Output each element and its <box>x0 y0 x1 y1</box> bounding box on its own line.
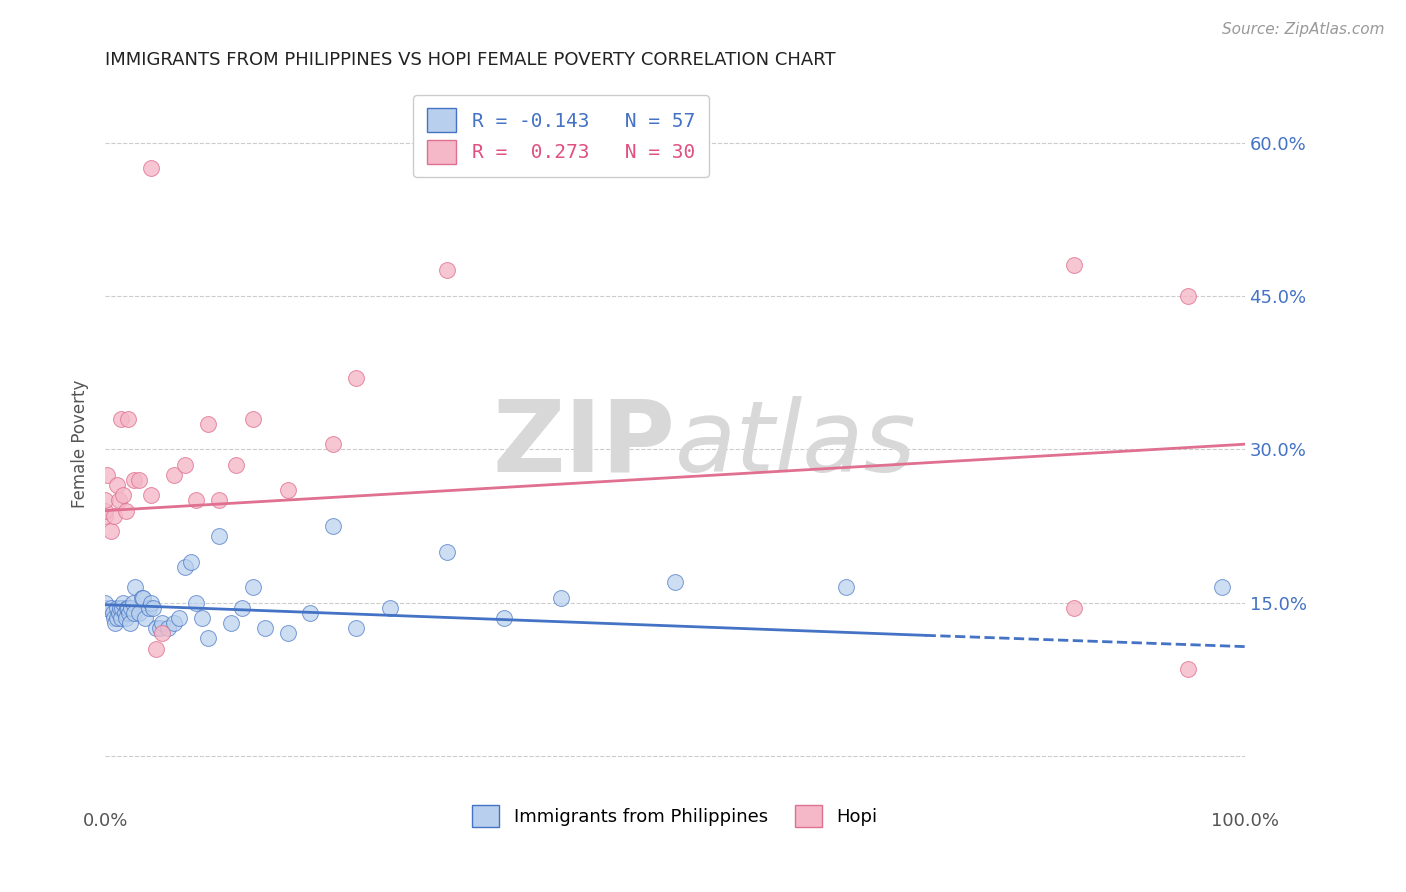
Point <box>162 467 184 482</box>
Point <box>550 591 572 605</box>
Point <box>115 600 138 615</box>
Point <box>186 596 208 610</box>
Point <box>103 611 125 625</box>
Legend: Immigrants from Philippines, Hopi: Immigrants from Philippines, Hopi <box>465 797 884 834</box>
Point <box>124 580 146 594</box>
Text: IMMIGRANTS FROM PHILIPPINES VS HOPI FEMALE POVERTY CORRELATION CHART: IMMIGRANTS FROM PHILIPPINES VS HOPI FEMA… <box>105 51 835 69</box>
Point <box>156 621 179 635</box>
Point <box>94 508 117 523</box>
Point <box>344 621 367 635</box>
Point <box>162 616 184 631</box>
Text: atlas: atlas <box>675 396 917 492</box>
Point <box>322 437 344 451</box>
Point <box>139 596 162 610</box>
Point <box>169 611 191 625</box>
Point <box>150 626 173 640</box>
Point <box>1211 580 1233 594</box>
Point <box>378 600 401 615</box>
Point <box>94 503 117 517</box>
Point <box>131 591 153 605</box>
Point <box>145 621 167 635</box>
Point <box>108 606 131 620</box>
Point <box>134 611 156 625</box>
Point <box>208 493 231 508</box>
Point <box>120 616 142 631</box>
Point <box>197 417 219 431</box>
Point <box>120 600 142 615</box>
Point <box>174 458 197 472</box>
Point <box>142 600 165 615</box>
Point <box>242 411 264 425</box>
Point <box>122 473 145 487</box>
Point <box>253 621 276 635</box>
Y-axis label: Female Poverty: Female Poverty <box>72 380 89 508</box>
Point <box>150 616 173 631</box>
Point <box>344 371 367 385</box>
Point <box>180 555 202 569</box>
Point <box>105 611 128 625</box>
Point <box>111 600 134 615</box>
Point <box>138 600 160 615</box>
Point <box>1177 662 1199 676</box>
Point <box>299 606 322 620</box>
Text: Source: ZipAtlas.com: Source: ZipAtlas.com <box>1222 22 1385 37</box>
Point <box>174 560 197 574</box>
Point <box>1063 600 1085 615</box>
Point <box>664 575 686 590</box>
Point <box>231 600 253 615</box>
Point <box>105 600 128 615</box>
Text: ZIP: ZIP <box>492 396 675 492</box>
Point <box>105 478 128 492</box>
Point <box>225 458 247 472</box>
Point <box>103 606 125 620</box>
Point <box>1063 258 1085 272</box>
Point <box>128 606 150 620</box>
Point <box>132 591 155 605</box>
Point <box>94 596 117 610</box>
Point <box>114 606 136 620</box>
Point <box>208 529 231 543</box>
Point <box>114 503 136 517</box>
Point <box>242 580 264 594</box>
Point <box>112 596 135 610</box>
Point <box>197 632 219 646</box>
Point <box>492 611 515 625</box>
Point <box>100 524 122 538</box>
Point <box>276 626 298 640</box>
Point <box>436 263 458 277</box>
Point <box>110 411 132 425</box>
Point <box>112 488 135 502</box>
Point <box>139 161 162 176</box>
Point <box>1177 289 1199 303</box>
Point <box>191 611 214 625</box>
Point <box>114 611 136 625</box>
Point <box>104 616 127 631</box>
Point <box>103 508 125 523</box>
Point <box>436 544 458 558</box>
Point <box>145 641 167 656</box>
Point <box>118 606 141 620</box>
Point <box>122 606 145 620</box>
Point <box>94 600 117 615</box>
Point <box>835 580 858 594</box>
Point <box>117 411 139 425</box>
Point <box>149 621 172 635</box>
Point <box>96 467 118 482</box>
Point <box>108 493 131 508</box>
Point <box>186 493 208 508</box>
Point <box>94 493 117 508</box>
Point <box>322 519 344 533</box>
Point <box>219 616 242 631</box>
Point <box>108 600 131 615</box>
Point <box>121 596 143 610</box>
Point <box>139 488 162 502</box>
Point <box>100 600 122 615</box>
Point <box>110 611 132 625</box>
Point <box>128 473 150 487</box>
Point <box>276 483 298 498</box>
Point <box>117 600 139 615</box>
